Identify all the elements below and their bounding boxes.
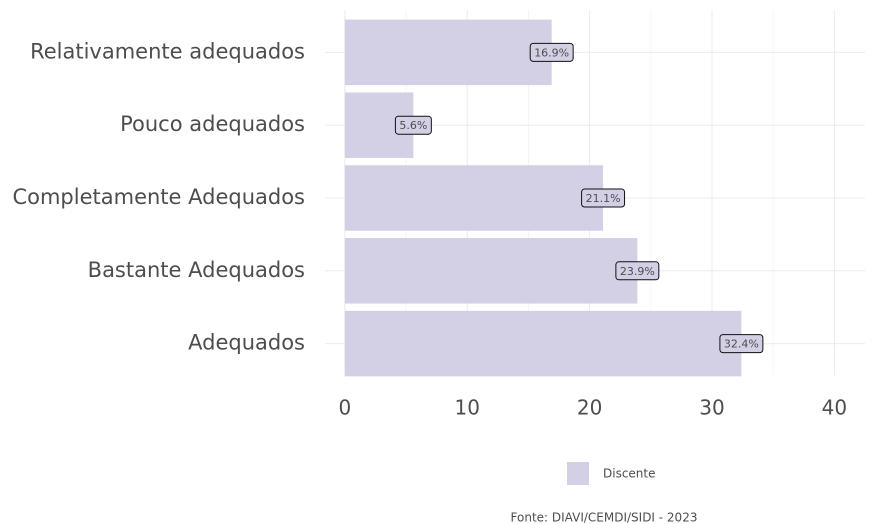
y-tick-label: Bastante Adequados xyxy=(88,258,305,282)
y-tick-label: Adequados xyxy=(188,331,305,355)
legend-label: Discente xyxy=(603,467,656,481)
y-tick-label: Completamente Adequados xyxy=(12,185,305,209)
value-label-box xyxy=(529,42,574,62)
bar xyxy=(344,238,638,304)
y-tick-label: Pouco adequados xyxy=(120,112,305,136)
value-label-box xyxy=(719,334,764,354)
value-label-box xyxy=(581,188,626,208)
value-label: 23.9% xyxy=(620,265,655,278)
bar xyxy=(344,165,604,231)
x-tick-label: 0 xyxy=(338,396,351,420)
x-tick-label: 10 xyxy=(454,396,479,420)
value-label: 16.9% xyxy=(534,46,569,59)
x-tick-label: 30 xyxy=(699,396,724,420)
x-tick-label: 20 xyxy=(577,396,602,420)
value-label-box xyxy=(615,261,660,281)
value-label: 21.1% xyxy=(586,192,621,205)
bar xyxy=(344,19,552,86)
legend-swatch xyxy=(567,462,589,485)
value-label-box xyxy=(394,115,432,135)
caption: Fonte: DIAVI/CEMDI/SIDI - 2023 xyxy=(511,511,698,524)
x-tick-label: 40 xyxy=(822,396,847,420)
value-label: 5.6% xyxy=(399,119,427,132)
bar xyxy=(344,310,742,377)
value-label: 32.4% xyxy=(724,338,759,351)
y-tick-label: Relativamente adequados xyxy=(30,39,305,63)
